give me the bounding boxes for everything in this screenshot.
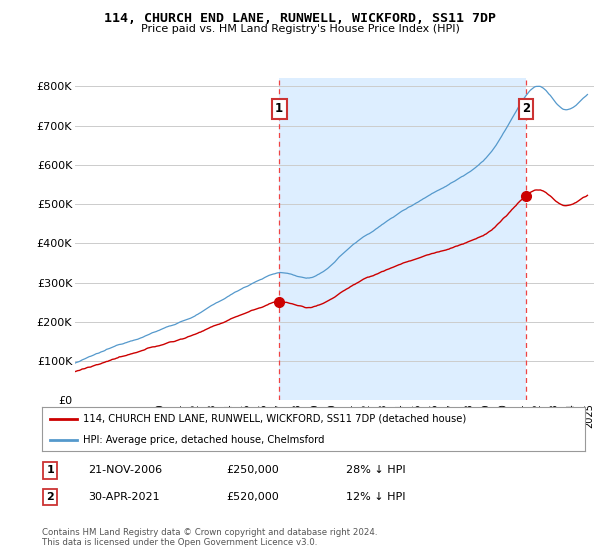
- Text: Contains HM Land Registry data © Crown copyright and database right 2024.
This d: Contains HM Land Registry data © Crown c…: [42, 528, 377, 547]
- Text: 114, CHURCH END LANE, RUNWELL, WICKFORD, SS11 7DP (detached house): 114, CHURCH END LANE, RUNWELL, WICKFORD,…: [83, 414, 466, 424]
- Text: 21-NOV-2006: 21-NOV-2006: [88, 465, 162, 475]
- Text: 30-APR-2021: 30-APR-2021: [88, 492, 160, 502]
- Text: 114, CHURCH END LANE, RUNWELL, WICKFORD, SS11 7DP: 114, CHURCH END LANE, RUNWELL, WICKFORD,…: [104, 12, 496, 25]
- Text: 28% ↓ HPI: 28% ↓ HPI: [346, 465, 406, 475]
- Bar: [279, 78, 526, 400]
- Text: HPI: Average price, detached house, Chelmsford: HPI: Average price, detached house, Chel…: [83, 435, 324, 445]
- Text: £250,000: £250,000: [227, 465, 280, 475]
- Text: Price paid vs. HM Land Registry's House Price Index (HPI): Price paid vs. HM Land Registry's House …: [140, 24, 460, 34]
- Text: 2: 2: [46, 492, 54, 502]
- Text: 1: 1: [275, 102, 283, 115]
- Text: £520,000: £520,000: [227, 492, 280, 502]
- Text: 1: 1: [46, 465, 54, 475]
- Text: 2: 2: [522, 102, 530, 115]
- Text: 12% ↓ HPI: 12% ↓ HPI: [346, 492, 406, 502]
